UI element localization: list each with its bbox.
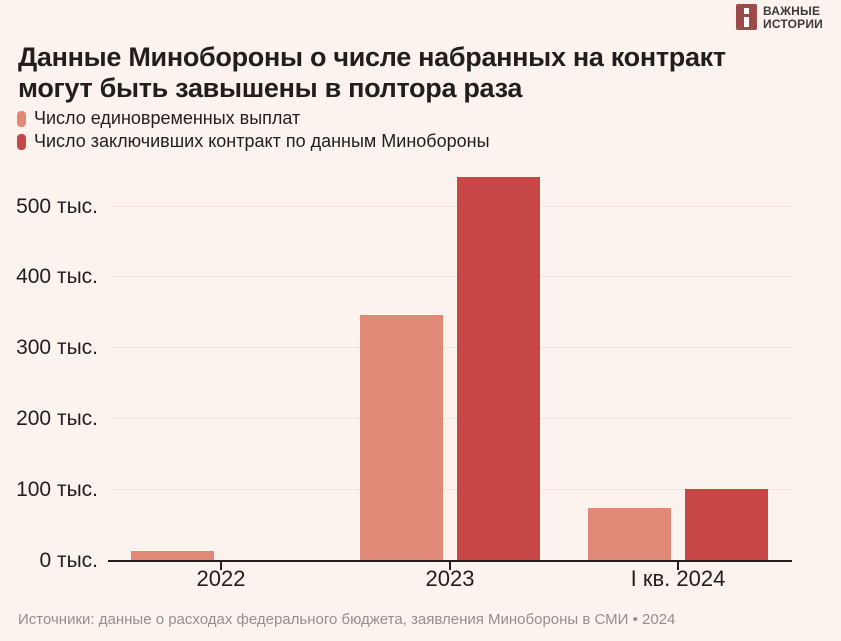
bar-series1-I кв. 2024 — [685, 489, 768, 560]
x-tick-2022 — [220, 562, 222, 570]
brand-name: ВАЖНЫЕ ИСТОРИИ — [763, 4, 823, 31]
gridline-100 — [110, 489, 792, 490]
y-axis-label-300: 300 тыс. — [16, 336, 98, 360]
x-tick-2023 — [449, 562, 451, 570]
brand-name-line2: ИСТОРИИ — [763, 17, 824, 31]
brand-i-icon — [736, 4, 757, 30]
y-axis-label-100: 100 тыс. — [16, 478, 98, 502]
legend-swatch-payments — [17, 110, 26, 127]
x-axis-label-2022: 2022 — [196, 566, 246, 591]
legend-swatch-mod — [17, 133, 26, 150]
legend-item-mod: Число заключивших контракт по данным Мин… — [17, 130, 490, 153]
chart-title-line1: Данные Минобороны о числе набранных на к… — [18, 42, 726, 72]
legend-item-payments: Число единовременных выплат — [17, 107, 490, 130]
legend-label-payments: Число единовременных выплат — [34, 108, 301, 128]
brand-logo: ВАЖНЫЕ ИСТОРИИ — [736, 4, 823, 31]
bar-series1-2023 — [457, 177, 540, 560]
x-axis-line — [108, 560, 792, 562]
x-tick-I кв. 2024 — [677, 562, 679, 570]
chart-title-line2: могут быть завышены в полтора раза — [18, 73, 523, 103]
i-dot — [744, 8, 749, 14]
gridline-500 — [110, 206, 792, 207]
bar-series0-I кв. 2024 — [588, 508, 671, 560]
legend-label-mod: Число заключивших контракт по данным Мин… — [34, 131, 490, 151]
bar-series0-2022 — [131, 550, 214, 560]
gridline-200 — [110, 418, 792, 419]
x-axis-label-I кв. 2024: I кв. 2024 — [630, 566, 726, 591]
x-axis-label-2023: 2023 — [425, 566, 475, 591]
bar-series0-2023 — [360, 315, 443, 560]
y-axis-label-500: 500 тыс. — [16, 194, 98, 218]
i-stem — [744, 17, 749, 27]
gridline-400 — [110, 276, 792, 277]
gridline-300 — [110, 347, 792, 348]
y-axis-label-400: 400 тыс. — [16, 265, 98, 289]
y-axis-label-200: 200 тыс. — [16, 407, 98, 431]
y-axis-label-0: 0 тыс. — [39, 549, 98, 572]
brand-name-line1: ВАЖНЫЕ — [763, 4, 821, 18]
chart-title: Данные Минобороны о числе набранных на к… — [18, 42, 726, 104]
source-note: Источники: данные о расходах федеральног… — [18, 611, 676, 628]
legend: Число единовременных выплат Число заключ… — [17, 107, 490, 153]
